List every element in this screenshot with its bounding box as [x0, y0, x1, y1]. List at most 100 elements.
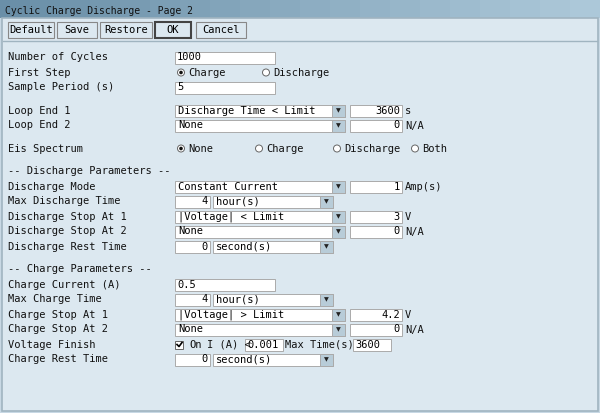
FancyBboxPatch shape [420, 0, 450, 18]
Circle shape [256, 145, 263, 152]
Text: On: On [189, 339, 202, 349]
Text: Default: Default [9, 25, 53, 35]
Text: Amp(s): Amp(s) [405, 181, 443, 192]
Text: -- Charge Parameters --: -- Charge Parameters -- [8, 264, 152, 275]
Text: 0: 0 [394, 325, 400, 335]
Text: second(s): second(s) [216, 242, 272, 252]
Text: 4: 4 [202, 294, 208, 304]
Text: Eis Spectrum: Eis Spectrum [8, 143, 83, 154]
Text: V: V [405, 309, 411, 320]
Text: ▼: ▼ [324, 357, 329, 362]
Text: hour(s): hour(s) [216, 294, 260, 304]
FancyBboxPatch shape [175, 323, 345, 335]
Text: s: s [405, 105, 411, 116]
Text: ▼: ▼ [336, 108, 341, 113]
FancyBboxPatch shape [8, 22, 54, 38]
Text: Discharge Mode: Discharge Mode [8, 181, 95, 192]
FancyBboxPatch shape [175, 195, 210, 207]
FancyBboxPatch shape [332, 104, 345, 116]
Text: Sample Period (s): Sample Period (s) [8, 83, 114, 93]
Text: Number of Cycles: Number of Cycles [8, 52, 108, 62]
Text: First Step: First Step [8, 67, 71, 78]
Text: second(s): second(s) [216, 354, 272, 365]
Text: 3600: 3600 [375, 105, 400, 116]
FancyBboxPatch shape [175, 52, 275, 64]
FancyBboxPatch shape [245, 339, 283, 351]
Text: 4: 4 [202, 197, 208, 206]
Text: N/A: N/A [405, 325, 424, 335]
FancyBboxPatch shape [180, 0, 210, 18]
Text: Charge Current (A): Charge Current (A) [8, 280, 121, 290]
Text: 0: 0 [202, 242, 208, 252]
FancyBboxPatch shape [350, 180, 402, 192]
Text: ▼: ▼ [336, 229, 341, 234]
Text: Charge: Charge [266, 143, 304, 154]
Text: 5: 5 [177, 83, 183, 93]
FancyBboxPatch shape [332, 180, 345, 192]
FancyBboxPatch shape [320, 240, 333, 252]
FancyBboxPatch shape [480, 0, 510, 18]
FancyBboxPatch shape [570, 0, 600, 18]
Text: 4.2: 4.2 [381, 309, 400, 320]
Text: ▼: ▼ [324, 297, 329, 302]
FancyBboxPatch shape [213, 240, 333, 252]
Text: |Voltage| < Limit: |Voltage| < Limit [178, 211, 284, 222]
FancyBboxPatch shape [175, 211, 345, 223]
Text: Discharge Time < Limit: Discharge Time < Limit [178, 105, 316, 116]
Text: -- Discharge Parameters --: -- Discharge Parameters -- [8, 166, 170, 176]
Text: None: None [178, 325, 203, 335]
Text: ▼: ▼ [336, 312, 341, 317]
Circle shape [334, 145, 341, 152]
FancyBboxPatch shape [155, 22, 191, 38]
Text: Constant Current: Constant Current [178, 181, 278, 192]
FancyBboxPatch shape [350, 211, 402, 223]
FancyBboxPatch shape [60, 0, 90, 18]
Text: 3600: 3600 [355, 339, 380, 349]
Text: Discharge Stop At 1: Discharge Stop At 1 [8, 211, 127, 221]
FancyBboxPatch shape [175, 340, 183, 349]
FancyBboxPatch shape [2, 18, 598, 411]
Text: ▼: ▼ [324, 199, 329, 204]
FancyBboxPatch shape [450, 0, 480, 18]
Circle shape [412, 145, 419, 152]
FancyBboxPatch shape [57, 22, 97, 38]
Text: Charge: Charge [188, 67, 226, 78]
Text: 0.5: 0.5 [177, 280, 196, 290]
FancyBboxPatch shape [332, 225, 345, 237]
Circle shape [178, 69, 185, 76]
FancyBboxPatch shape [332, 309, 345, 320]
FancyBboxPatch shape [320, 195, 333, 207]
Text: 3: 3 [394, 211, 400, 221]
FancyBboxPatch shape [350, 225, 402, 237]
FancyBboxPatch shape [175, 119, 345, 131]
FancyBboxPatch shape [210, 0, 240, 18]
FancyBboxPatch shape [175, 225, 345, 237]
Text: Charge Stop At 2: Charge Stop At 2 [8, 325, 108, 335]
FancyBboxPatch shape [350, 309, 402, 320]
Circle shape [263, 69, 269, 76]
FancyBboxPatch shape [196, 22, 246, 38]
FancyBboxPatch shape [350, 104, 402, 116]
Text: Loop End 1: Loop End 1 [8, 105, 71, 116]
Text: 0: 0 [394, 121, 400, 131]
Text: |Voltage| > Limit: |Voltage| > Limit [178, 309, 284, 320]
FancyBboxPatch shape [320, 294, 333, 306]
Text: Restore: Restore [104, 25, 148, 35]
Text: None: None [188, 143, 213, 154]
Text: Save: Save [65, 25, 89, 35]
Circle shape [178, 145, 185, 152]
FancyBboxPatch shape [270, 0, 300, 18]
FancyBboxPatch shape [510, 0, 540, 18]
Text: Discharge Rest Time: Discharge Rest Time [8, 242, 127, 252]
Text: Max Charge Time: Max Charge Time [8, 294, 102, 304]
FancyBboxPatch shape [540, 0, 570, 18]
Text: ▼: ▼ [336, 123, 341, 128]
Text: ▼: ▼ [336, 184, 341, 189]
Text: N/A: N/A [405, 226, 424, 237]
Text: None: None [178, 226, 203, 237]
FancyBboxPatch shape [360, 0, 390, 18]
Text: ▼: ▼ [336, 214, 341, 219]
FancyBboxPatch shape [300, 0, 330, 18]
Text: Charge Rest Time: Charge Rest Time [8, 354, 108, 365]
FancyBboxPatch shape [240, 0, 270, 18]
